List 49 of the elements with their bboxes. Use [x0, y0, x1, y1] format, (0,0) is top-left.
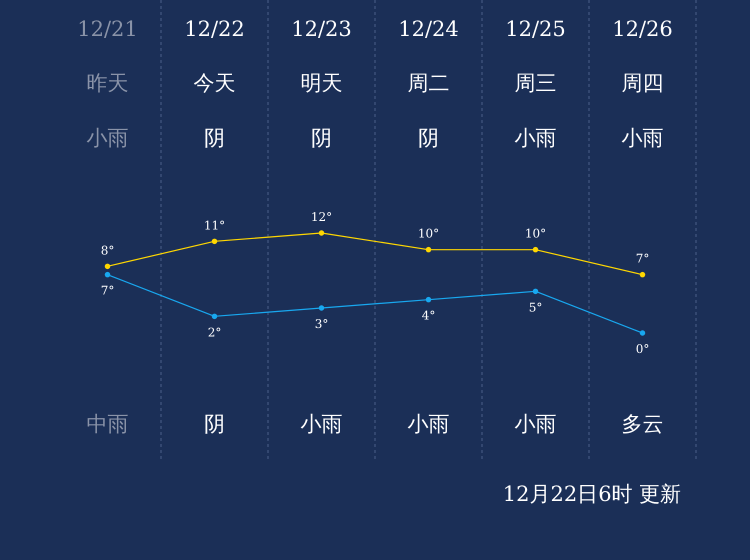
point: [212, 314, 218, 320]
text: 周三: [514, 71, 556, 95]
text: 阴: [311, 126, 332, 150]
text: 周四: [622, 71, 664, 95]
x-tick-label: 12/24: [398, 17, 459, 41]
text: 明天: [300, 71, 342, 95]
text: 小雨: [408, 412, 450, 436]
data-label: 3°: [314, 317, 328, 331]
text: 周二: [408, 71, 450, 95]
point: [212, 238, 218, 244]
data-label: 7°: [100, 284, 114, 298]
text: 小雨: [514, 412, 556, 436]
data-label: 2°: [208, 325, 222, 340]
point: [318, 230, 324, 236]
text: 小雨: [86, 126, 128, 150]
text: 12月22日6时 更新: [502, 482, 682, 506]
point: [426, 246, 432, 252]
data-label: 11°: [204, 218, 226, 232]
text: 阴: [204, 412, 225, 436]
data-label: 10°: [524, 226, 546, 241]
data-label: 7°: [636, 252, 650, 266]
x-tick-label: 12/22: [184, 17, 245, 41]
data-label: 12°: [310, 210, 332, 224]
text: 多云: [622, 412, 664, 436]
point: [426, 296, 432, 302]
x-tick-label: 12/26: [612, 17, 673, 41]
text: 中雨: [86, 412, 128, 436]
point: [532, 288, 538, 294]
data-label: 5°: [528, 300, 542, 314]
data-label: 0°: [636, 342, 650, 356]
text: 小雨: [514, 126, 556, 150]
point: [318, 305, 324, 311]
text: 小雨: [622, 126, 664, 150]
point: [640, 272, 646, 278]
text: 小雨: [300, 412, 342, 436]
data-label: 10°: [418, 226, 440, 241]
point: [532, 246, 538, 252]
text: 今天: [194, 71, 236, 95]
x-tick-label: 12/23: [291, 17, 352, 41]
text: 昨天: [86, 71, 128, 95]
point: [104, 264, 110, 270]
data-label: 8°: [100, 243, 114, 258]
text: 阴: [418, 126, 439, 150]
x-tick-label: 12/21: [77, 17, 138, 41]
text: 阴: [204, 126, 225, 150]
data-label: 4°: [422, 308, 436, 323]
point: [640, 330, 646, 336]
point: [104, 272, 110, 278]
x-tick-label: 12/25: [505, 17, 566, 41]
